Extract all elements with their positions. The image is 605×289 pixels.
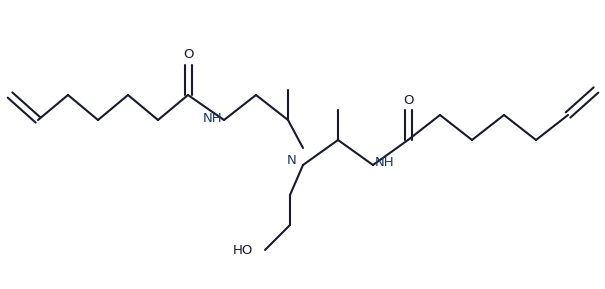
Text: NH: NH <box>375 157 394 170</box>
Text: NH: NH <box>203 112 222 125</box>
Text: HO: HO <box>233 244 253 257</box>
Text: O: O <box>403 94 413 107</box>
Text: N: N <box>287 153 297 166</box>
Text: O: O <box>183 49 193 62</box>
